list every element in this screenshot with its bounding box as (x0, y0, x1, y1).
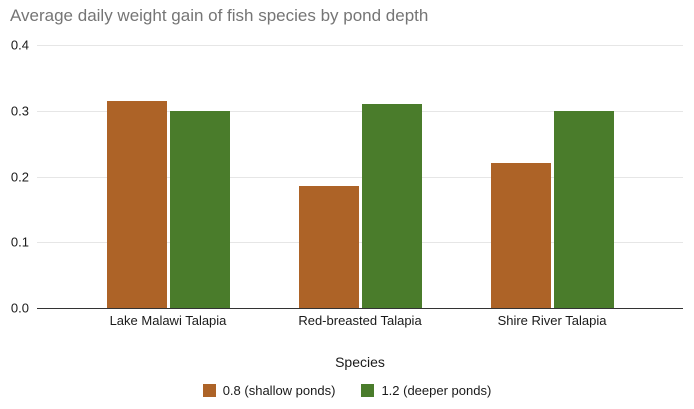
chart-title: Average daily weight gain of fish specie… (10, 6, 429, 25)
gridline-0.4 (37, 45, 683, 46)
bar-1-2-deeper-ponds-lake-malawi-talapia (169, 110, 230, 308)
bar-1-2-deeper-ponds-red-breasted-talapia (361, 104, 422, 308)
x-category-label-shire-river-talapia: Shire River Talapia (497, 313, 607, 328)
gridline-0.2 (37, 176, 683, 178)
legend-swatch-1-2-deeper-ponds (361, 384, 375, 397)
bar-group-lake-malawi-talapia (72, 45, 264, 308)
legend: 0.8 (shallow ponds) 1.2 (deeper ponds) (0, 383, 694, 398)
gridline-0.1 (37, 242, 683, 244)
x-category-label-lake-malawi-talapia: Lake Malawi Talapia (109, 313, 227, 328)
y-tick-label-0.3: 0.3 (10, 103, 29, 119)
x-axis-line (37, 308, 683, 309)
y-tick-label-0.2: 0.2 (10, 169, 29, 184)
bar-0-8-shallow-ponds-red-breasted-talapia (298, 186, 359, 308)
bar-groups (72, 45, 648, 308)
gridline-0.3 (37, 110, 683, 112)
y-tick-label-0.0: 0.0 (10, 300, 29, 316)
legend-label-0-8-shallow-ponds: 0.8 (shallow ponds) (222, 383, 336, 398)
legend-item-1-2-deeper-ponds: 1.2 (deeper ponds) (361, 383, 491, 398)
y-axis-tick-labels: 0.4 0.3 0.2 0.1 0.0 (0, 38, 29, 316)
bar-0-8-shallow-ponds-lake-malawi-talapia (106, 100, 167, 308)
x-category-label-red-breasted-talapia: Red-breasted Talapia (298, 313, 422, 328)
x-axis-category-labels: Lake Malawi Talapia Red-breasted Talapia S… (72, 313, 648, 328)
legend-label-1-2-deeper-ponds: 1.2 (deeper ponds) (381, 383, 492, 398)
x-axis-title: Species (335, 354, 385, 370)
plot-area (37, 45, 683, 309)
bar-group-shire-river-talapia (456, 45, 648, 308)
legend-item-0-8-shallow-ponds: 0.8 (shallow ponds) (202, 383, 336, 398)
bar-0-8-shallow-ponds-shire-river-talapia (490, 163, 551, 308)
bar-1-2-deeper-ponds-shire-river-talapia (553, 110, 614, 308)
y-tick-label-0.1: 0.1 (10, 234, 29, 250)
y-tick-label-0.4: 0.4 (10, 37, 29, 53)
legend-swatch-0-8-shallow-ponds (202, 384, 216, 397)
bar-group-red-breasted-talapia (264, 45, 456, 308)
